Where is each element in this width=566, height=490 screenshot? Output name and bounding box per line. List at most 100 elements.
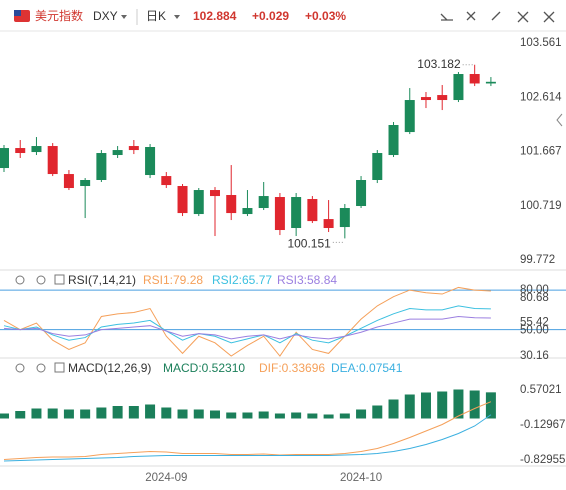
period[interactable]: 日K [146, 9, 166, 23]
macd-bar [469, 390, 480, 419]
x-tick-label: 2024-10 [340, 472, 382, 484]
macd-bar [112, 406, 123, 419]
macd-bar [372, 405, 383, 419]
y-tick-label: 55.42 [520, 317, 549, 329]
macd-bar [291, 412, 302, 419]
y-tick-label: 100.719 [520, 200, 562, 212]
macd-bar [420, 392, 431, 419]
y-tick-label: -0.82955 [520, 454, 565, 466]
macd-bar [485, 392, 496, 419]
legend-entry: RSI3:58.84 [277, 273, 337, 287]
macd-bar [339, 413, 350, 419]
candle-body [469, 74, 480, 84]
macd-bar [15, 411, 26, 419]
y-tick-label: 80.68 [520, 292, 549, 304]
macd-bar [193, 409, 204, 419]
tool-icon[interactable] [517, 11, 529, 23]
legend-entry: RSI1:79.28 [143, 273, 203, 287]
macd-bar [242, 412, 253, 419]
eye-icon[interactable] [15, 275, 25, 285]
instrument-symbol[interactable]: DXY [93, 9, 118, 23]
candle-body [258, 196, 269, 209]
y-tick-label: 99.772 [520, 254, 555, 266]
macd-bar [274, 413, 285, 419]
candle-body [437, 95, 448, 101]
last-price: 102.884 [193, 9, 237, 23]
candle-body [80, 180, 91, 187]
legend-entry: DIF:0.33696 [259, 361, 325, 375]
candle-body [274, 197, 285, 231]
settings-icon[interactable] [36, 275, 46, 285]
legend-entry: RSI2:65.77 [212, 273, 272, 287]
macd-bar [209, 410, 220, 419]
macd-bar [323, 414, 334, 419]
x-tick-label: 2024-09 [145, 472, 187, 484]
series-line [3, 305, 491, 344]
panel-title: RSI(7,14,21) [68, 273, 136, 287]
flag-icon [14, 10, 21, 16]
max-annotation: 103.182 [417, 57, 461, 71]
macd-bar [96, 407, 107, 419]
macd-bar [128, 406, 139, 419]
candle-body [356, 180, 367, 207]
candle-body [209, 190, 220, 197]
legend-entry: DEA:0.07541 [331, 361, 403, 375]
dropdown-icon[interactable] [174, 15, 180, 19]
dropdown-icon[interactable] [121, 15, 127, 19]
macd-bar [145, 404, 156, 419]
price-change: +0.029 [252, 9, 289, 23]
candle-body [453, 74, 464, 101]
y-tick-label: 30.16 [520, 350, 549, 362]
tool-icon[interactable] [491, 11, 501, 21]
macd-bar [437, 391, 448, 419]
tool-icon[interactable] [440, 13, 453, 21]
candle-body [307, 199, 318, 222]
candle-body [15, 148, 26, 154]
candle-body [242, 208, 253, 215]
y-tick-label: 102.614 [520, 91, 562, 103]
candle-body [291, 197, 302, 229]
macd-bar [0, 413, 9, 419]
candle-body [177, 186, 188, 214]
candle-body [193, 190, 204, 215]
series-line [3, 315, 491, 340]
menu-icon[interactable] [54, 362, 65, 373]
macd-bar [177, 409, 188, 419]
eye-icon[interactable] [15, 363, 25, 373]
macd-bar [307, 413, 318, 419]
series-line [3, 414, 492, 462]
y-tick-label: 80.00 [520, 284, 549, 296]
candle-body [404, 100, 415, 133]
candle-body [63, 174, 74, 189]
macd-bar [47, 408, 58, 419]
candle-body [47, 146, 58, 175]
candle-body [31, 146, 42, 153]
series-line [3, 286, 491, 357]
macd-bar [258, 411, 269, 419]
macd-bar [226, 412, 237, 419]
candle-body [388, 125, 399, 156]
instrument-name[interactable]: 美元指数 [35, 8, 83, 23]
candle-body [128, 146, 139, 151]
settings-icon[interactable] [36, 363, 46, 373]
tool-icon[interactable] [543, 11, 555, 23]
candle-body [485, 81, 496, 84]
menu-icon[interactable] [54, 274, 65, 285]
price-change-pct: +0.03% [305, 9, 346, 23]
macd-bar [404, 394, 415, 419]
tool-icon[interactable] [466, 11, 476, 21]
collapse-arrow[interactable] [556, 113, 563, 127]
candle-body [372, 153, 383, 181]
candle-body [323, 219, 334, 229]
y-tick-label: 50.00 [520, 325, 549, 337]
candle-body [420, 97, 431, 101]
candle-body [161, 176, 172, 186]
candle-body [226, 195, 237, 214]
macd-bar [453, 389, 464, 419]
candle-body [339, 208, 350, 228]
macd-bar [80, 409, 91, 419]
macd-bar [388, 399, 399, 419]
panel-title: MACD(12,26,9) [68, 361, 151, 375]
legend-entry: MACD:0.52310 [163, 361, 245, 375]
